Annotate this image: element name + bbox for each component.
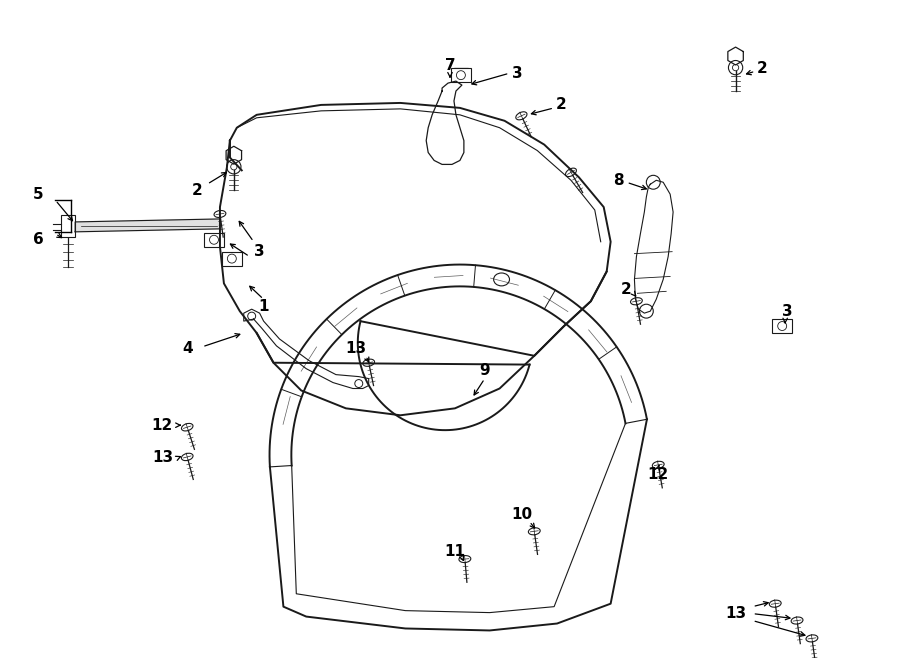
Text: 13: 13 xyxy=(346,341,366,356)
Circle shape xyxy=(646,175,661,189)
Text: 13: 13 xyxy=(725,606,746,621)
Text: 2: 2 xyxy=(621,282,632,297)
Ellipse shape xyxy=(806,635,818,642)
Ellipse shape xyxy=(182,453,193,461)
Text: 8: 8 xyxy=(613,173,624,188)
Ellipse shape xyxy=(528,527,540,535)
Text: 12: 12 xyxy=(648,467,669,483)
Bar xyxy=(772,319,792,333)
Text: 13: 13 xyxy=(152,450,173,465)
Ellipse shape xyxy=(631,297,643,305)
Text: 12: 12 xyxy=(152,418,173,433)
Text: 7: 7 xyxy=(445,58,455,73)
Bar xyxy=(222,252,242,266)
Bar xyxy=(454,68,468,78)
Bar xyxy=(204,233,224,247)
Text: 2: 2 xyxy=(555,97,566,112)
Text: 2: 2 xyxy=(757,61,768,76)
Ellipse shape xyxy=(516,112,527,120)
Text: 4: 4 xyxy=(182,341,193,356)
Bar xyxy=(451,68,471,82)
Ellipse shape xyxy=(791,617,803,624)
Polygon shape xyxy=(76,219,220,232)
Text: 6: 6 xyxy=(33,232,44,247)
Bar xyxy=(61,215,76,237)
Ellipse shape xyxy=(459,555,471,563)
Text: 10: 10 xyxy=(511,507,532,522)
Text: 5: 5 xyxy=(33,186,44,202)
Text: 3: 3 xyxy=(255,244,265,259)
Text: 9: 9 xyxy=(480,363,490,378)
Ellipse shape xyxy=(565,168,576,176)
Ellipse shape xyxy=(363,359,374,366)
Ellipse shape xyxy=(214,210,226,217)
Ellipse shape xyxy=(770,600,781,607)
Text: 3: 3 xyxy=(782,303,793,319)
Ellipse shape xyxy=(182,424,193,431)
Circle shape xyxy=(639,304,653,318)
Text: 1: 1 xyxy=(258,299,269,314)
Ellipse shape xyxy=(652,461,664,469)
Text: 11: 11 xyxy=(445,543,465,559)
Text: 3: 3 xyxy=(512,65,523,81)
Text: 2: 2 xyxy=(192,182,202,198)
